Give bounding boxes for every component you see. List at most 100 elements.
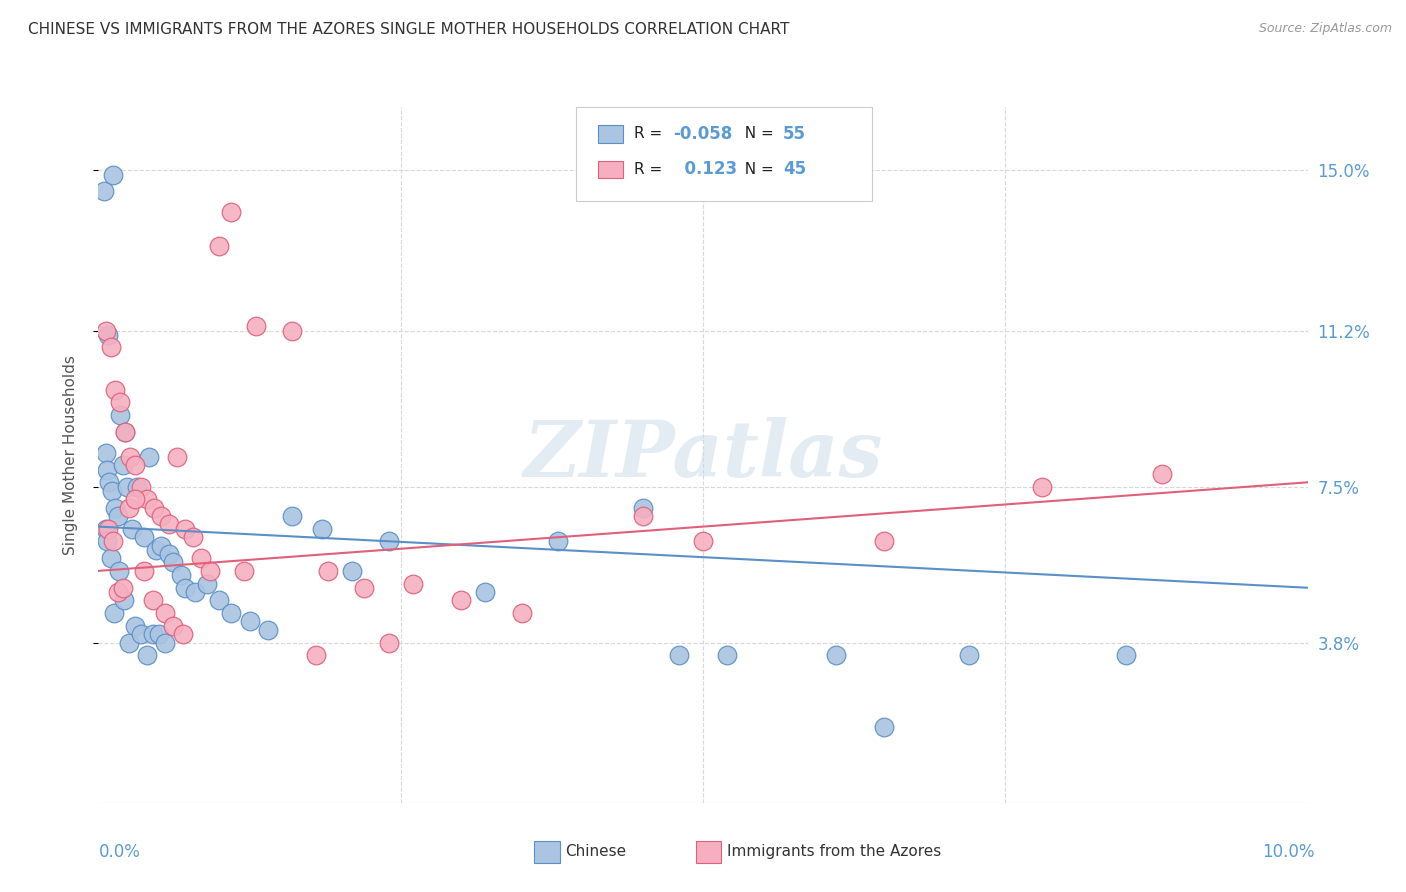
Point [150, 509, 173, 524]
Point [118, 500, 141, 515]
Point [96, 534, 118, 549]
Point [157, 547, 180, 561]
Text: 0.123: 0.123 [673, 161, 738, 178]
Point [103, 606, 125, 620]
Point [100, 483, 122, 498]
Point [138, 450, 160, 464]
Point [117, 479, 139, 493]
Point [153, 635, 176, 649]
Point [100, 551, 122, 566]
Point [305, 648, 328, 663]
Text: N =: N = [735, 127, 779, 141]
Point [166, 450, 188, 464]
Text: R =: R = [634, 127, 668, 141]
Point [129, 627, 152, 641]
Point [221, 205, 243, 219]
Point [198, 564, 221, 578]
Point [162, 618, 184, 632]
Point [107, 509, 129, 524]
Point [127, 479, 149, 493]
Point [97, 327, 120, 342]
Y-axis label: Single Mother Households: Single Mother Households [63, 355, 77, 555]
Point [157, 517, 180, 532]
Point [184, 585, 207, 599]
Point [129, 479, 152, 493]
Point [181, 530, 204, 544]
Point [94, 446, 117, 460]
Point [245, 319, 267, 334]
Point [1152, 467, 1174, 481]
Point [111, 581, 134, 595]
Point [101, 534, 124, 549]
Text: Immigrants from the Azores: Immigrants from the Azores [727, 845, 941, 859]
Point [150, 539, 173, 553]
Point [111, 458, 134, 473]
Point [1115, 648, 1137, 663]
Point [873, 534, 896, 549]
Point [377, 635, 399, 649]
Text: 0.0%: 0.0% [98, 843, 141, 861]
Point [195, 576, 218, 591]
Point [716, 648, 738, 663]
Point [97, 522, 120, 536]
Text: Source: ZipAtlas.com: Source: ZipAtlas.com [1258, 22, 1392, 36]
Point [377, 534, 399, 549]
Point [96, 463, 118, 477]
Text: 45: 45 [783, 161, 806, 178]
Point [107, 585, 129, 599]
Text: ZIPatlas: ZIPatlas [523, 417, 883, 493]
Point [94, 522, 117, 536]
Text: -0.058: -0.058 [673, 125, 733, 143]
Point [353, 581, 375, 595]
Point [668, 648, 690, 663]
Text: R =: R = [634, 162, 668, 177]
Point [100, 340, 122, 354]
Point [142, 593, 165, 607]
Point [169, 568, 191, 582]
Point [402, 576, 425, 591]
Point [172, 627, 194, 641]
Point [873, 720, 896, 734]
Point [281, 324, 304, 338]
Point [124, 618, 146, 632]
Point [118, 450, 141, 464]
Point [104, 383, 127, 397]
Point [134, 564, 156, 578]
Point [94, 324, 117, 338]
Point [112, 593, 135, 607]
Point [124, 492, 146, 507]
Point [108, 408, 131, 422]
Point [108, 564, 131, 578]
Text: 55: 55 [783, 125, 806, 143]
Point [153, 606, 176, 620]
Point [208, 593, 231, 607]
Point [342, 564, 364, 578]
Point [114, 425, 136, 439]
Point [174, 522, 197, 536]
Text: Chinese: Chinese [565, 845, 626, 859]
Point [256, 623, 278, 637]
Point [450, 593, 472, 607]
Point [101, 168, 124, 182]
Point [121, 522, 143, 536]
Point [98, 475, 121, 490]
Point [631, 500, 654, 515]
Point [825, 648, 848, 663]
Point [145, 542, 167, 557]
Point [1031, 479, 1053, 493]
Point [631, 509, 654, 524]
Point [104, 500, 127, 515]
Point [114, 425, 136, 439]
Point [142, 627, 165, 641]
Point [93, 185, 115, 199]
Point [135, 492, 157, 507]
Point [108, 395, 131, 409]
Point [316, 564, 339, 578]
Point [134, 530, 156, 544]
Point [281, 509, 304, 524]
Point [143, 500, 166, 515]
Text: CHINESE VS IMMIGRANTS FROM THE AZORES SINGLE MOTHER HOUSEHOLDS CORRELATION CHART: CHINESE VS IMMIGRANTS FROM THE AZORES SI… [28, 22, 790, 37]
Point [148, 627, 170, 641]
Point [474, 585, 496, 599]
Point [162, 556, 184, 570]
